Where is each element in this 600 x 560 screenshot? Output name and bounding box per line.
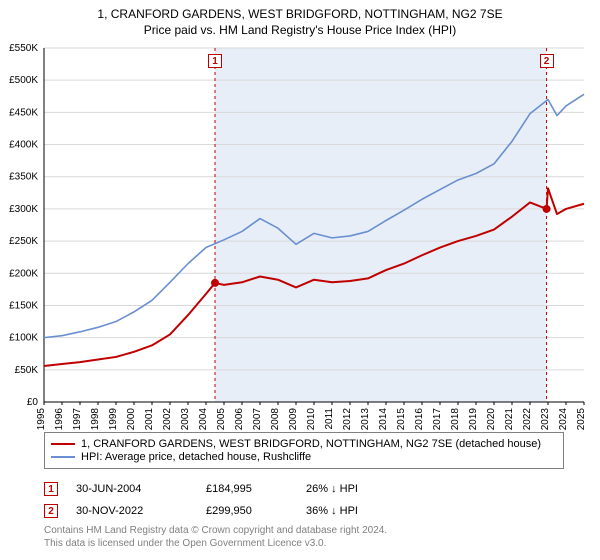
footer-line2: This data is licensed under the Open Gov… — [44, 537, 387, 550]
svg-text:£250K: £250K — [9, 236, 38, 247]
tx-marker-1: 1 — [44, 482, 58, 496]
svg-text:2022: 2022 — [522, 408, 533, 431]
chart-marker-1: 1 — [208, 54, 222, 68]
svg-text:£550K: £550K — [9, 43, 38, 54]
svg-text:2002: 2002 — [162, 408, 173, 431]
svg-text:2010: 2010 — [306, 408, 317, 431]
svg-text:2025: 2025 — [576, 408, 587, 431]
svg-text:2003: 2003 — [180, 408, 191, 431]
legend-row-property: 1, CRANFORD GARDENS, WEST BRIDGFORD, NOT… — [51, 438, 557, 450]
svg-text:£200K: £200K — [9, 268, 38, 279]
tx-date: 30-NOV-2022 — [76, 505, 206, 517]
svg-text:2004: 2004 — [198, 408, 209, 431]
legend-label-hpi: HPI: Average price, detached house, Rush… — [81, 451, 311, 463]
tx-date: 30-JUN-2004 — [76, 483, 206, 495]
svg-text:2001: 2001 — [144, 408, 155, 431]
svg-text:2007: 2007 — [252, 408, 263, 431]
chart-marker-2: 2 — [540, 54, 554, 68]
svg-text:1995: 1995 — [36, 408, 47, 431]
tx-pct: 26% ↓ HPI — [306, 483, 426, 495]
svg-text:1999: 1999 — [108, 408, 119, 431]
title-line1: 1, CRANFORD GARDENS, WEST BRIDGFORD, NOT… — [0, 6, 600, 22]
footer-line1: Contains HM Land Registry data © Crown c… — [44, 524, 387, 537]
svg-text:2024: 2024 — [558, 408, 569, 431]
svg-text:£400K: £400K — [9, 140, 38, 151]
svg-text:2016: 2016 — [414, 408, 425, 431]
chart-area: £0£50K£100K£150K£200K£250K£300K£350K£400… — [44, 48, 584, 402]
legend-swatch-property — [51, 443, 75, 445]
svg-text:£100K: £100K — [9, 333, 38, 344]
tx-marker-2: 2 — [44, 504, 58, 518]
transactions-table: 1 30-JUN-2004 £184,995 26% ↓ HPI 2 30-NO… — [44, 478, 564, 522]
svg-text:1996: 1996 — [54, 408, 65, 431]
svg-text:£0: £0 — [27, 397, 39, 408]
footer: Contains HM Land Registry data © Crown c… — [44, 524, 387, 550]
title-block: 1, CRANFORD GARDENS, WEST BRIDGFORD, NOT… — [0, 0, 600, 38]
transaction-row: 1 30-JUN-2004 £184,995 26% ↓ HPI — [44, 478, 564, 500]
svg-text:2012: 2012 — [342, 408, 353, 431]
svg-text:2005: 2005 — [216, 408, 227, 431]
svg-text:2019: 2019 — [468, 408, 479, 431]
transaction-row: 2 30-NOV-2022 £299,950 36% ↓ HPI — [44, 500, 564, 522]
legend-label-property: 1, CRANFORD GARDENS, WEST BRIDGFORD, NOT… — [81, 438, 541, 450]
svg-text:2015: 2015 — [396, 408, 407, 431]
svg-text:£350K: £350K — [9, 172, 38, 183]
svg-text:£50K: £50K — [15, 365, 39, 376]
svg-text:2020: 2020 — [486, 408, 497, 431]
legend-swatch-hpi — [51, 456, 75, 458]
legend: 1, CRANFORD GARDENS, WEST BRIDGFORD, NOT… — [44, 432, 564, 469]
svg-text:£300K: £300K — [9, 204, 38, 215]
tx-price: £299,950 — [206, 505, 306, 517]
svg-text:2000: 2000 — [126, 408, 137, 431]
title-line2: Price paid vs. HM Land Registry's House … — [0, 22, 600, 38]
svg-text:2008: 2008 — [270, 408, 281, 431]
svg-text:2017: 2017 — [432, 408, 443, 431]
tx-price: £184,995 — [206, 483, 306, 495]
svg-text:2009: 2009 — [288, 408, 299, 431]
svg-text:£450K: £450K — [9, 107, 38, 118]
svg-text:2023: 2023 — [540, 408, 551, 431]
svg-text:2011: 2011 — [324, 408, 335, 430]
svg-text:2018: 2018 — [450, 408, 461, 431]
chart-container: 1, CRANFORD GARDENS, WEST BRIDGFORD, NOT… — [0, 0, 600, 560]
svg-text:£150K: £150K — [9, 300, 38, 311]
svg-text:2014: 2014 — [378, 408, 389, 431]
chart-svg: £0£50K£100K£150K£200K£250K£300K£350K£400… — [44, 48, 584, 402]
svg-text:2013: 2013 — [360, 408, 371, 431]
svg-text:2021: 2021 — [504, 408, 515, 431]
tx-pct: 36% ↓ HPI — [306, 505, 426, 517]
svg-text:2006: 2006 — [234, 408, 245, 431]
legend-row-hpi: HPI: Average price, detached house, Rush… — [51, 451, 557, 463]
svg-text:1997: 1997 — [72, 408, 83, 431]
svg-text:£500K: £500K — [9, 75, 38, 86]
svg-text:1998: 1998 — [90, 408, 101, 431]
